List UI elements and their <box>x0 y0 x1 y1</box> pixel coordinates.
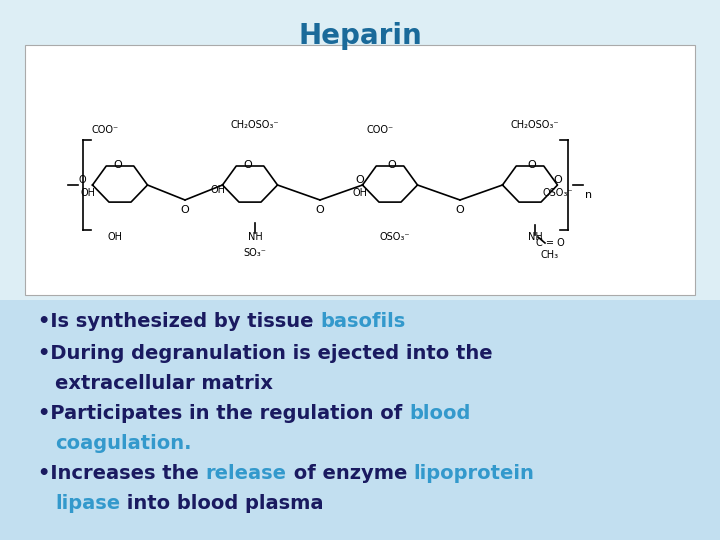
Text: O: O <box>456 205 464 215</box>
Text: C = O: C = O <box>536 238 564 248</box>
Text: NH: NH <box>528 232 542 242</box>
Text: CH₂OSO₃⁻: CH₂OSO₃⁻ <box>510 120 559 130</box>
Text: O: O <box>114 160 122 170</box>
Text: lipoprotein: lipoprotein <box>414 464 535 483</box>
Text: COO⁻: COO⁻ <box>366 125 394 135</box>
Text: of enzyme: of enzyme <box>287 464 414 483</box>
Text: n: n <box>585 190 593 200</box>
Text: O: O <box>528 160 536 170</box>
Text: extracellular matrix: extracellular matrix <box>55 374 273 393</box>
Bar <box>25 45 695 295</box>
Text: OH: OH <box>107 232 122 242</box>
Text: blood: blood <box>409 404 470 423</box>
Text: O: O <box>387 160 397 170</box>
Text: OH: OH <box>81 188 96 198</box>
Text: Heparin: Heparin <box>298 22 422 50</box>
Text: O: O <box>78 175 86 185</box>
Text: COO⁻: COO⁻ <box>91 125 119 135</box>
Text: •Participates in the regulation of: •Participates in the regulation of <box>38 404 409 423</box>
Text: O: O <box>243 160 253 170</box>
Text: O: O <box>356 175 364 185</box>
Bar <box>0 300 720 540</box>
Text: lipase: lipase <box>55 494 120 513</box>
Text: into blood plasma: into blood plasma <box>120 494 323 513</box>
Text: •Increases the: •Increases the <box>38 464 206 483</box>
Text: release: release <box>206 464 287 483</box>
Text: OH: OH <box>353 188 367 198</box>
Text: basofils: basofils <box>320 312 405 331</box>
Text: •During degranulation is ejected into the: •During degranulation is ejected into th… <box>38 344 492 363</box>
Text: O: O <box>315 205 325 215</box>
Text: CH₂OSO₃⁻: CH₂OSO₃⁻ <box>230 120 279 130</box>
Text: O: O <box>554 175 562 185</box>
Text: coagulation.: coagulation. <box>55 434 192 453</box>
Text: NH: NH <box>248 232 262 242</box>
Text: CH₃: CH₃ <box>541 250 559 260</box>
Text: O: O <box>181 205 189 215</box>
Text: •Is synthesized by tissue: •Is synthesized by tissue <box>38 312 320 331</box>
Text: SO₃⁻: SO₃⁻ <box>243 248 266 258</box>
Text: OH: OH <box>210 185 225 195</box>
Text: OSO₃⁻: OSO₃⁻ <box>379 232 410 242</box>
Text: OSO₃⁻: OSO₃⁻ <box>543 188 573 198</box>
